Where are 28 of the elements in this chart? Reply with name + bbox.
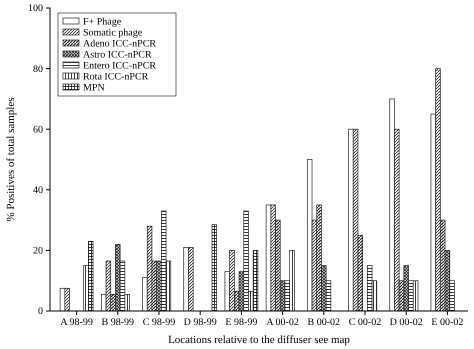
bar [64,288,70,312]
x-tick-label: D 98-99 [184,317,217,328]
y-tick-label: 20 [33,246,43,257]
legend-label: Astro ICC-nPCR [83,50,152,60]
y-tick-label: 40 [33,185,43,196]
y-tick-label: 100 [28,3,43,14]
x-tick-label: D 00-02 [390,317,423,328]
y-tick-label: 0 [38,306,43,318]
x-axis-title: Locations relative to the diffuser see map [168,334,350,346]
x-tick-label: B 00-02 [308,317,340,328]
y-tick-label: 60 [33,124,43,136]
bar [212,224,218,312]
x-tick-label: B 98-99 [102,317,134,328]
legend-label: Rota ICC-nPCR [83,72,149,82]
bar [306,159,312,312]
x-tick-label: A 00-02 [266,317,299,328]
x-tick-label: E 00-02 [431,317,464,328]
legend-label: MPN [83,82,105,94]
legend-label: Adeno ICC-nPCR [83,38,156,50]
x-tick-label: C 00-02 [348,317,382,328]
x-tick-label: C 98-99 [142,317,176,328]
legend-label: Entero ICC-nPCR [83,60,156,72]
legend-label: F+ Phage [83,16,122,28]
x-tick-label: A 98-99 [60,317,93,328]
y-axis-title: % Positives of total samples [5,97,17,222]
y-tick-label: 80 [33,64,43,75]
x-tick-label: E 98-99 [225,317,258,328]
legend-label: Somatic phage [83,28,143,38]
